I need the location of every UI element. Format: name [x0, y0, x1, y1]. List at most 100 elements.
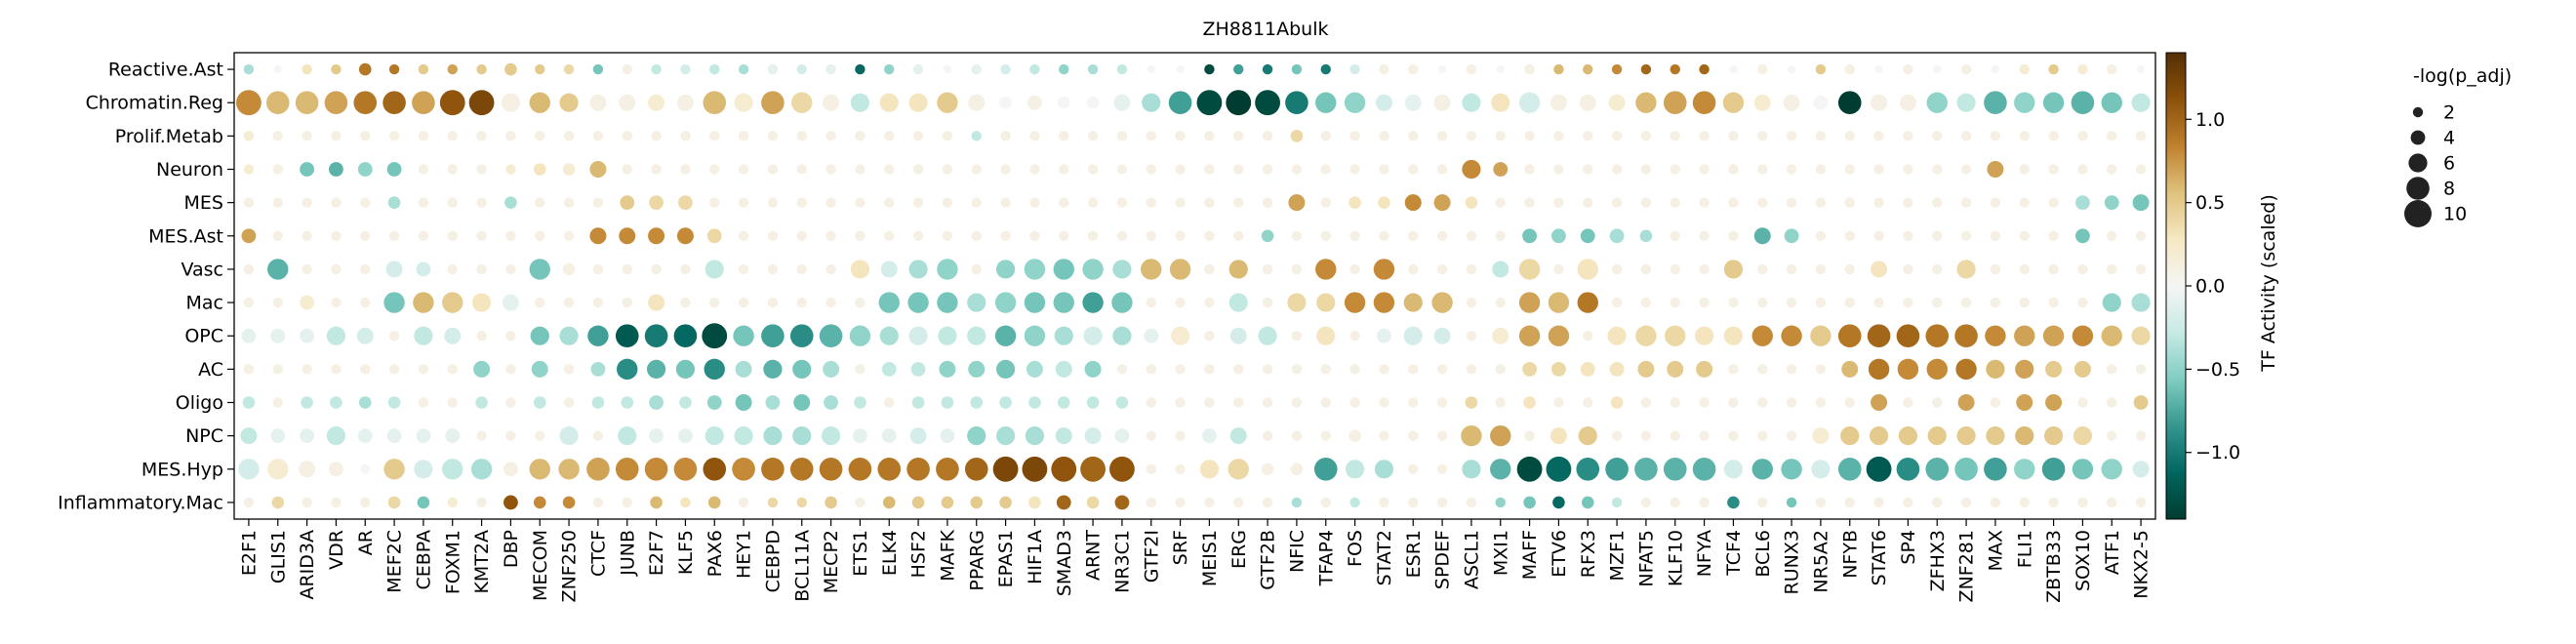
y-tick-label: Oligo [176, 392, 223, 414]
dot-Neuron-NKX2-5 [2135, 164, 2147, 175]
dot-Prolif.Metab-SOX10 [2077, 131, 2088, 141]
dot-Oligo-ATF1 [2107, 397, 2117, 408]
dot-Vasc-TFAP4 [1315, 259, 1337, 280]
dot-MES-RFX3 [1583, 197, 1593, 208]
dot-Reactive.Ast-GLIS1 [273, 64, 282, 74]
dot-Mac-JUNB [622, 297, 632, 308]
dot-Chromatin.Reg-STAT2 [1375, 94, 1392, 111]
dot-AC-SOX10 [2073, 360, 2091, 378]
dot-MES.Ast-ATF1 [2107, 230, 2117, 241]
dot-Chromatin.Reg-MAX [1984, 91, 2007, 115]
dot-Reactive.Ast-MECP2 [825, 63, 836, 75]
dot-NPC-CTCF [592, 430, 604, 441]
dot-Oligo-ETS1 [854, 396, 866, 409]
dot-Vasc-BCL6 [1757, 263, 1768, 275]
dot-NPC-DBP [505, 430, 516, 441]
dot-Vasc-NR5A2 [1815, 263, 1827, 275]
dot-Mac-MZF1 [1611, 297, 1623, 308]
dot-MES.Hyp-AR [360, 463, 371, 474]
dot-Oligo-RUNX3 [1786, 397, 1797, 408]
dot-Prolif.Metab-GTF2I [1146, 131, 1156, 141]
dot-Chromatin.Reg-ARNT [1086, 96, 1100, 109]
dot-OPC-NFAT5 [1635, 325, 1657, 346]
dot-MES-EPAS1 [1000, 197, 1011, 208]
y-tick-label: Chromatin.Reg [86, 93, 223, 114]
dot-Oligo-FLI1 [2016, 394, 2033, 411]
dot-Inflammatory.Mac-DBP [503, 495, 518, 510]
dot-Mac-E2F7 [648, 294, 665, 311]
dot-OPC-E2F7 [644, 324, 668, 348]
plot-frame [233, 52, 2156, 520]
dot-MES-MXI1 [1495, 197, 1506, 208]
dot-NPC-JUNB [618, 426, 637, 446]
dot-Chromatin.Reg-TCF4 [1722, 92, 1745, 113]
dot-MES.Ast-ELK4 [884, 230, 895, 241]
x-tick-label: ETS1 [850, 530, 871, 577]
dot-Mac-NR5A2 [1815, 297, 1827, 308]
dot-Oligo-MECOM [533, 396, 546, 409]
x-tick-label: ARNT [1083, 530, 1105, 581]
dot-MES-ETV6 [1553, 197, 1564, 208]
x-tick-label: ETV6 [1549, 530, 1570, 578]
dot-Reactive.Ast-MECOM [535, 63, 545, 75]
dot-MES.Hyp-ZBTB33 [2041, 457, 2066, 481]
dot-AC-ZBTB33 [2045, 360, 2063, 378]
dot-AC-ETV6 [1551, 361, 1566, 377]
colorbar-tick-label: 0.0 [2195, 276, 2225, 298]
dot-Chromatin.Reg-CEBPD [761, 91, 785, 115]
dot-Oligo-E2F1 [242, 396, 256, 409]
dot-MES.Ast-E2F7 [648, 227, 665, 245]
dot-AC-ZNF281 [1955, 358, 1977, 381]
dot-Vasc-RFX3 [1577, 259, 1598, 280]
dot-Neuron-NFYA [1699, 164, 1710, 175]
dot-OPC-ZBTB33 [2042, 325, 2065, 346]
dot-Neuron-CEBPD [767, 164, 779, 175]
dot-Oligo-E2F7 [649, 395, 664, 410]
colorbar-label: TF Activity (scaled) [2258, 194, 2279, 373]
dot-Mac-ARID3A [300, 295, 314, 310]
dot-MES-ASCL1 [1465, 196, 1478, 209]
plot-area [233, 52, 2156, 520]
dot-MES.Ast-ASCL1 [1466, 230, 1477, 241]
dot-Mac-ARNT [1082, 292, 1104, 313]
dot-Mac-STAT2 [1373, 292, 1395, 313]
dot-MES.Ast-FOXM1 [447, 230, 458, 241]
dot-MES-MECP2 [825, 197, 836, 208]
dot-Oligo-ZFHX3 [1932, 397, 1943, 408]
dot-Reactive.Ast-FOXM1 [447, 63, 458, 75]
dot-Oligo-HEY1 [735, 394, 752, 411]
dot-Prolif.Metab-PAX6 [709, 131, 720, 141]
dot-MES.Hyp-CEBPA [414, 460, 433, 479]
dot-Vasc-E2F7 [651, 263, 662, 275]
dot-Oligo-CEBPD [765, 395, 781, 410]
x-tick-label: KLF10 [1665, 530, 1686, 586]
dot-Inflammatory.Mac-NFYA [1699, 497, 1710, 508]
dot-Prolif.Metab-ARNT [1087, 131, 1099, 141]
dot-NPC-MEF2C [386, 428, 402, 444]
dot-NPC-MECP2 [821, 426, 841, 446]
dot-Vasc-HEY1 [738, 263, 749, 275]
dot-Chromatin.Reg-MECP2 [823, 94, 840, 111]
dot-Vasc-JUNB [622, 263, 632, 275]
dot-Vasc-NFYA [1699, 263, 1710, 275]
dot-MES-SP4 [1903, 197, 1913, 208]
dot-MES.Hyp-ZNF281 [1954, 457, 1978, 481]
dot-Reactive.Ast-E2F7 [651, 63, 662, 75]
dot-MES.Ast-ZBTB33 [2048, 230, 2059, 241]
dot-Mac-FLI1 [2019, 297, 2030, 308]
dot-AC-MZF1 [1609, 361, 1625, 377]
dot-MES.Ast-RFX3 [1580, 228, 1595, 244]
dot-Vasc-SMAD3 [1053, 259, 1074, 280]
dot-Chromatin.Reg-SP4 [1899, 94, 1916, 111]
dot-Vasc-BCL11A [796, 263, 807, 275]
dot-MES.Hyp-ELK4 [877, 457, 902, 481]
dot-AC-GLIS1 [272, 364, 283, 375]
dot-Vasc-CEBPA [416, 262, 431, 277]
dot-OPC-ZFHX3 [1925, 324, 1950, 348]
dot-Neuron-ZNF250 [562, 163, 576, 176]
dot-MES-NR5A2 [1815, 197, 1827, 208]
dot-MES-SMAD3 [1059, 197, 1069, 208]
dot-Mac-BCL6 [1757, 297, 1768, 308]
dot-Reactive.Ast-MZF1 [1611, 63, 1623, 75]
